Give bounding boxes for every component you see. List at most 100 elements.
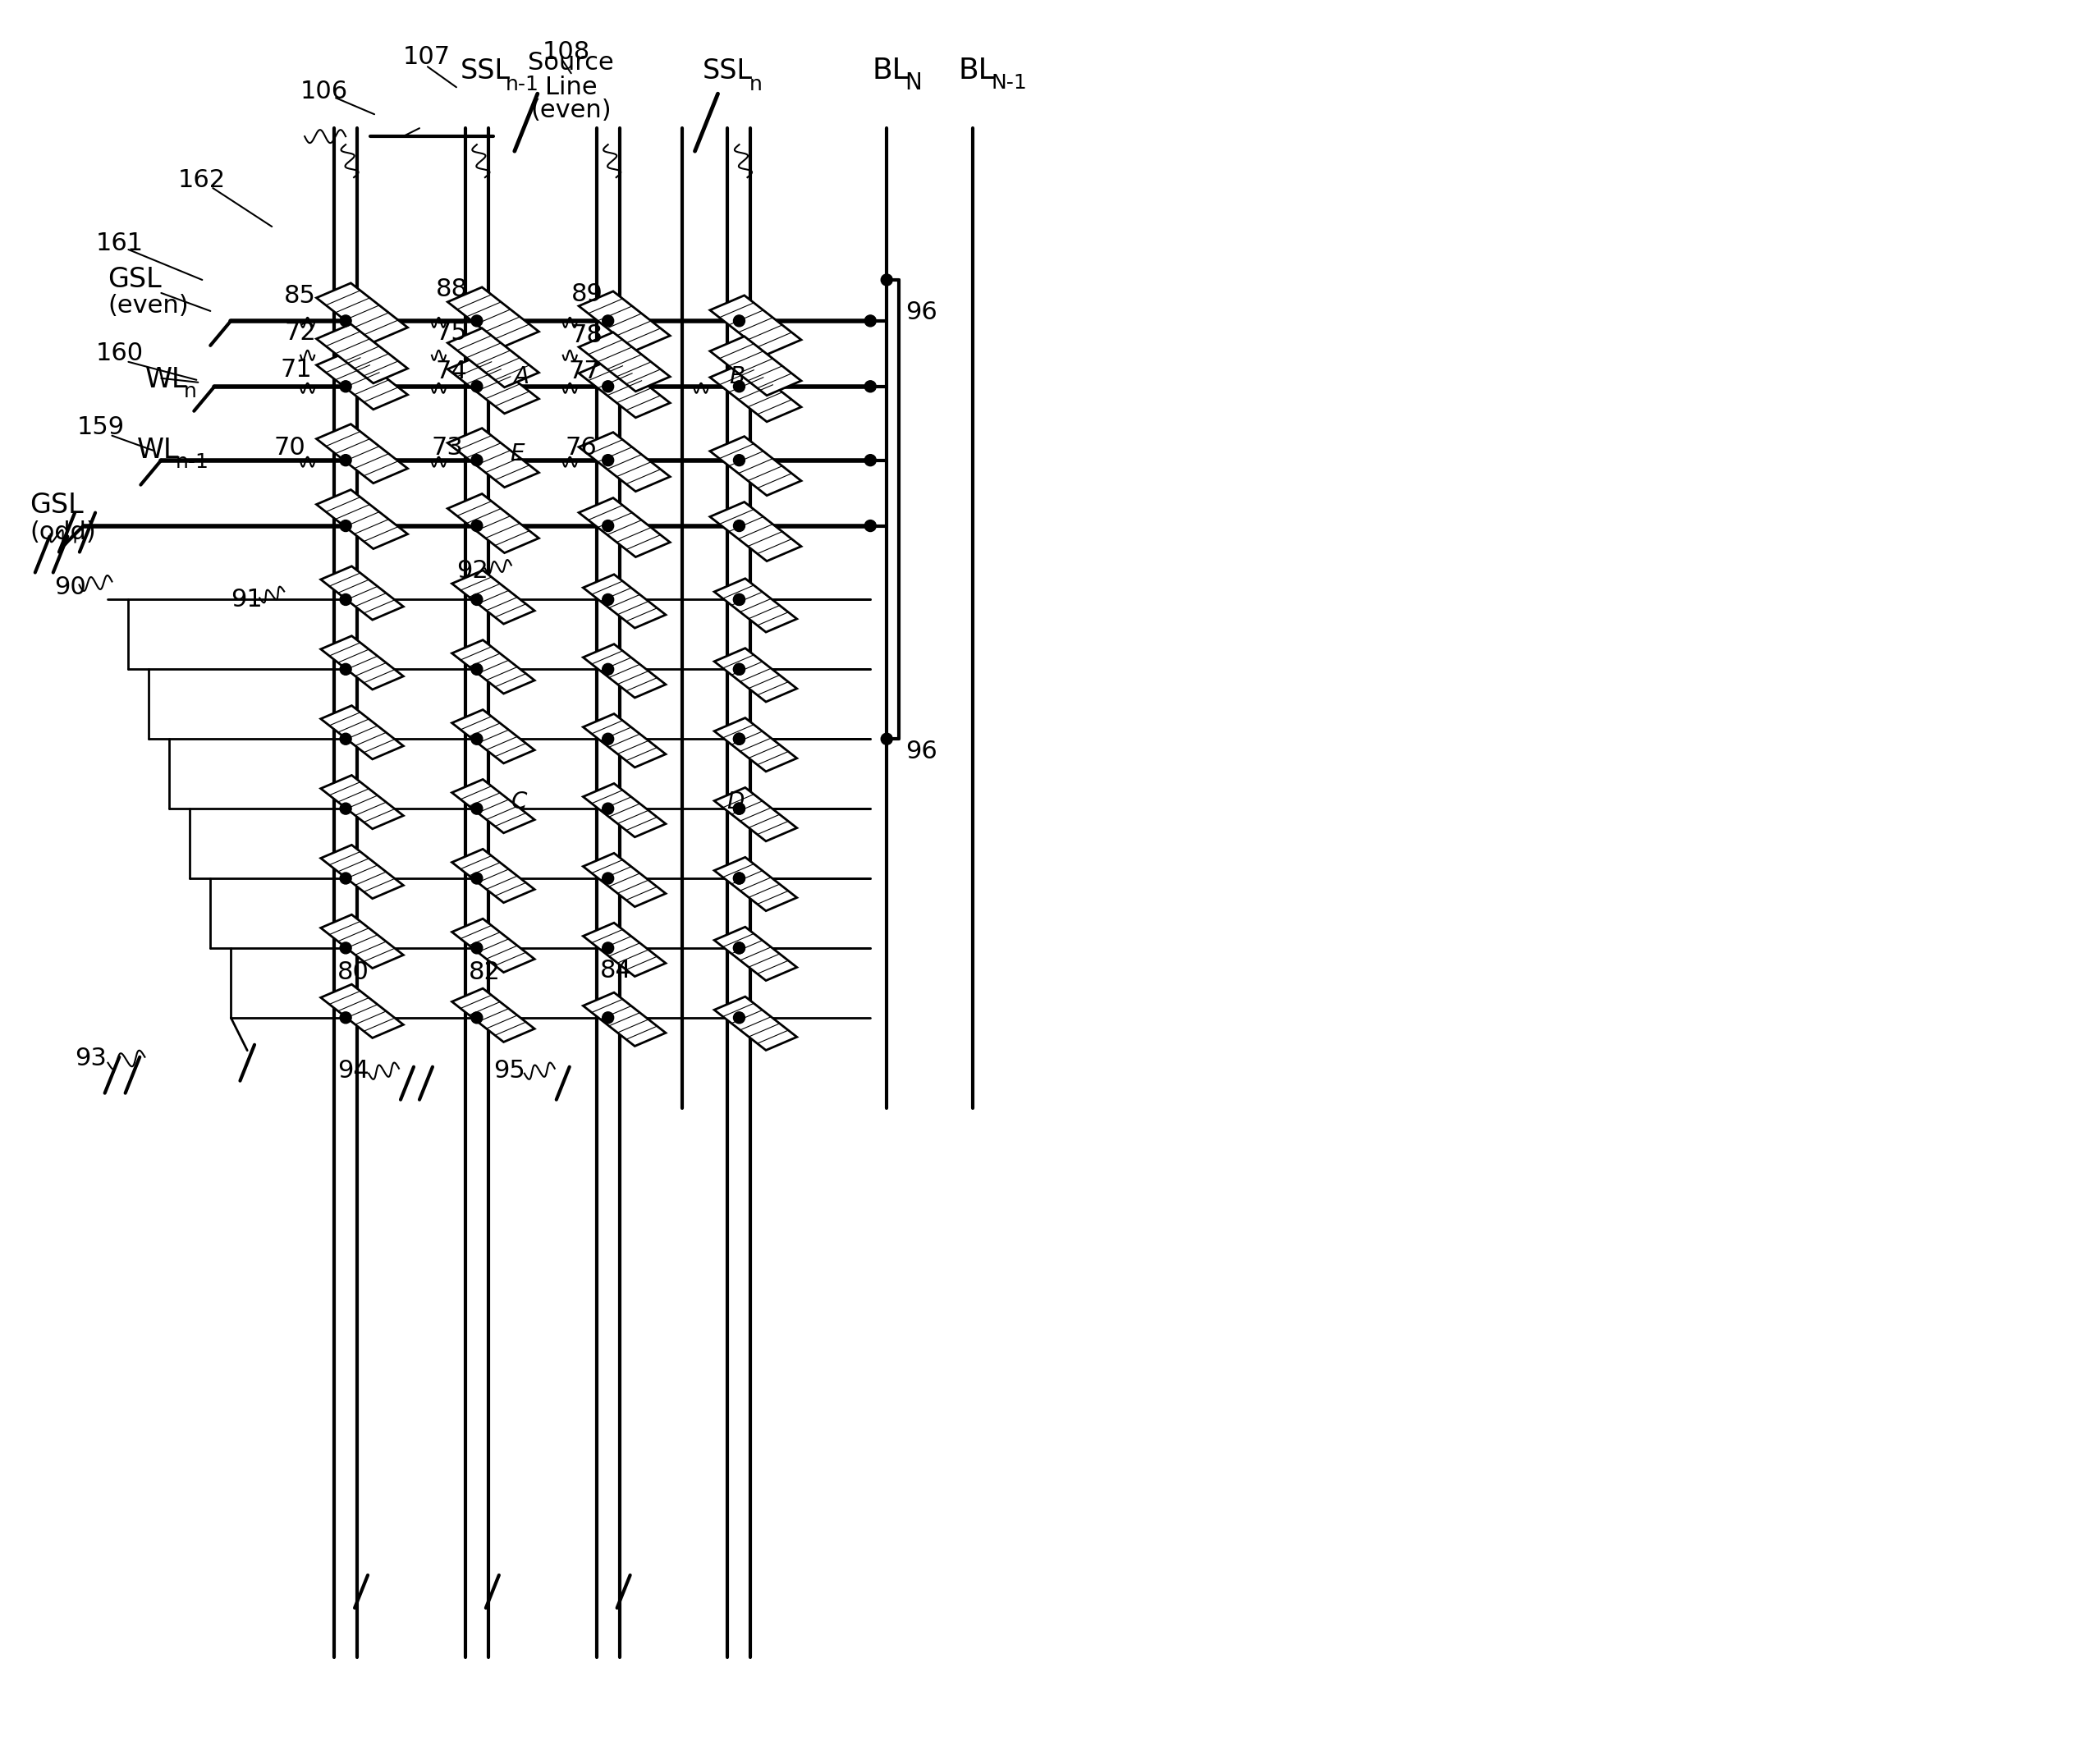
Text: Source: Source — [527, 51, 614, 74]
Polygon shape — [714, 647, 797, 702]
Text: WL: WL — [137, 437, 179, 464]
Text: 90: 90 — [54, 575, 87, 600]
Text: 82: 82 — [469, 961, 500, 984]
Circle shape — [340, 455, 351, 466]
Text: 161: 161 — [95, 231, 143, 254]
Circle shape — [733, 942, 745, 954]
Text: 76: 76 — [565, 436, 598, 460]
Circle shape — [733, 381, 745, 392]
Text: 89: 89 — [571, 282, 602, 307]
Circle shape — [602, 381, 614, 392]
Circle shape — [340, 803, 351, 815]
Circle shape — [864, 381, 876, 392]
Polygon shape — [714, 718, 797, 771]
Circle shape — [471, 734, 482, 744]
Circle shape — [733, 455, 745, 466]
Circle shape — [340, 316, 351, 326]
Polygon shape — [710, 503, 801, 561]
Polygon shape — [448, 355, 540, 413]
Polygon shape — [714, 997, 797, 1050]
Circle shape — [733, 663, 745, 676]
Circle shape — [340, 1013, 351, 1023]
Circle shape — [471, 520, 482, 531]
Polygon shape — [579, 497, 671, 557]
Circle shape — [602, 942, 614, 954]
Circle shape — [880, 273, 893, 286]
Polygon shape — [448, 429, 540, 487]
Polygon shape — [714, 579, 797, 632]
Circle shape — [733, 594, 745, 605]
Circle shape — [340, 381, 351, 392]
Polygon shape — [579, 358, 671, 418]
Circle shape — [471, 873, 482, 884]
Circle shape — [864, 455, 876, 466]
Circle shape — [602, 455, 614, 466]
Text: 94: 94 — [338, 1058, 370, 1083]
Circle shape — [733, 734, 745, 744]
Polygon shape — [320, 706, 403, 759]
Text: (even): (even) — [531, 99, 612, 122]
Text: 162: 162 — [179, 168, 226, 192]
Text: n-1: n-1 — [174, 452, 210, 471]
Circle shape — [864, 520, 876, 531]
Circle shape — [471, 316, 482, 326]
Polygon shape — [583, 644, 666, 699]
Polygon shape — [448, 288, 540, 346]
Text: 93: 93 — [75, 1046, 108, 1071]
Text: 88: 88 — [436, 277, 467, 302]
Text: BL: BL — [957, 56, 994, 85]
Polygon shape — [579, 432, 671, 492]
Text: n: n — [749, 74, 762, 95]
Text: 75: 75 — [436, 321, 467, 346]
Circle shape — [733, 873, 745, 884]
Circle shape — [471, 803, 482, 815]
Text: E: E — [509, 443, 523, 466]
Text: D: D — [727, 790, 745, 813]
Circle shape — [602, 594, 614, 605]
Circle shape — [602, 1013, 614, 1023]
Circle shape — [864, 316, 876, 326]
Polygon shape — [316, 351, 407, 409]
Polygon shape — [453, 848, 534, 903]
Polygon shape — [453, 988, 534, 1043]
Text: 160: 160 — [95, 342, 143, 365]
Text: 78: 78 — [571, 325, 602, 348]
Polygon shape — [316, 325, 407, 383]
Text: 96: 96 — [905, 300, 938, 325]
Circle shape — [733, 803, 745, 815]
Polygon shape — [579, 332, 671, 392]
Text: 95: 95 — [494, 1058, 525, 1083]
Polygon shape — [320, 774, 403, 829]
Polygon shape — [316, 490, 407, 549]
Text: 84: 84 — [600, 960, 631, 983]
Text: A: A — [513, 365, 529, 388]
Circle shape — [733, 520, 745, 531]
Circle shape — [340, 942, 351, 954]
Text: C: C — [511, 790, 527, 813]
Text: (even): (even) — [108, 295, 189, 318]
Text: 91: 91 — [230, 587, 264, 612]
Polygon shape — [453, 640, 534, 693]
Circle shape — [602, 873, 614, 884]
Polygon shape — [583, 714, 666, 767]
Circle shape — [733, 734, 745, 744]
Polygon shape — [316, 423, 407, 483]
Polygon shape — [710, 337, 801, 395]
Polygon shape — [448, 494, 540, 552]
Text: 92: 92 — [457, 559, 488, 582]
Text: N: N — [905, 72, 922, 95]
Circle shape — [602, 520, 614, 531]
Circle shape — [733, 663, 745, 676]
Text: WL: WL — [145, 367, 187, 393]
Circle shape — [471, 455, 482, 466]
Circle shape — [340, 663, 351, 676]
Text: 159: 159 — [77, 416, 125, 439]
Polygon shape — [583, 854, 666, 907]
Circle shape — [471, 381, 482, 392]
Polygon shape — [320, 635, 403, 690]
Polygon shape — [583, 783, 666, 838]
Text: 80: 80 — [338, 961, 370, 984]
Circle shape — [340, 734, 351, 744]
Polygon shape — [316, 282, 407, 342]
Polygon shape — [714, 926, 797, 981]
